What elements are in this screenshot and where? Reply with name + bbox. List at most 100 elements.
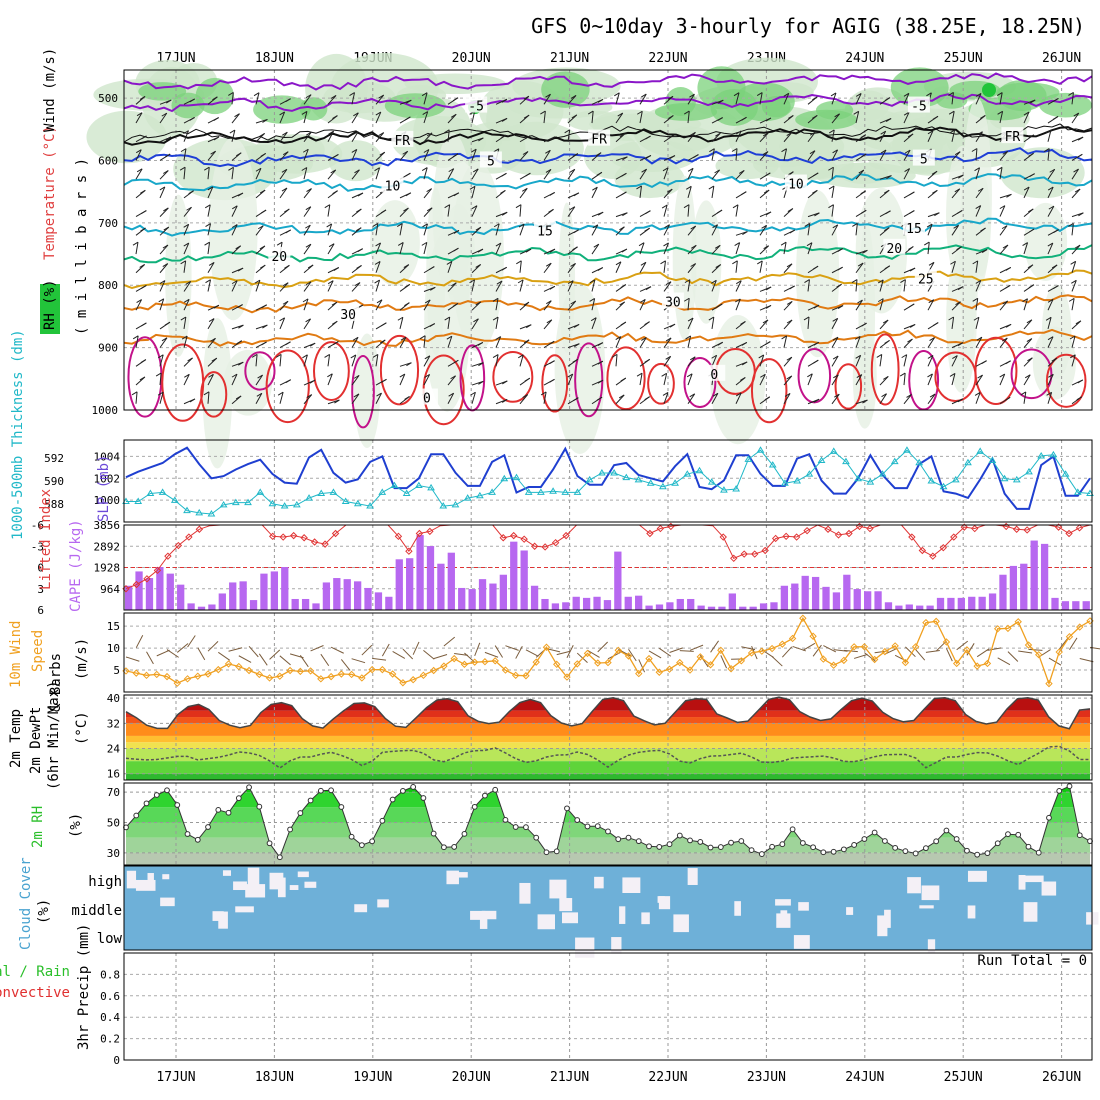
wind-barb-flag: [327, 280, 334, 285]
contour-label: FR: [591, 133, 607, 148]
rh-point: [748, 847, 755, 854]
cape-bar: [988, 593, 997, 610]
lifted-index-point: [300, 534, 308, 542]
wind-barb-flag: [860, 153, 867, 158]
wind-speed-point: [922, 618, 930, 627]
wind-barb-flag: [569, 168, 576, 173]
precip-ylabel: 3hr Precip (mm): [76, 924, 92, 1050]
wind-barb-flag: [234, 113, 240, 118]
wind-barb: [207, 318, 215, 330]
wind-barb-flag: [597, 267, 604, 271]
wind-barb: [447, 261, 453, 273]
wind-barb: [783, 132, 793, 143]
wind-barb-flag: [856, 374, 863, 378]
wind-barb-flag: [760, 373, 766, 378]
wind-barb: [711, 316, 715, 329]
cape-bar: [478, 579, 487, 610]
wind-barb-flag: [452, 153, 459, 158]
wind-barb: [279, 111, 286, 124]
wind-barb-flag: [429, 266, 435, 271]
wind-barb-flag: [165, 99, 172, 104]
wind-barb: [228, 647, 243, 652]
wind-barb-flag: [213, 117, 219, 122]
wind-barb: [146, 651, 154, 665]
thickness-point: [915, 458, 924, 466]
wind-speed-point: [706, 661, 715, 669]
thickness-point: [646, 479, 655, 486]
temp2m-label: 2m Temp: [8, 709, 24, 768]
wind-barb-flag: [204, 241, 210, 246]
wind-barb-flag: [406, 362, 412, 367]
wind-barb-flag: [406, 99, 412, 104]
rh-point: [399, 787, 406, 794]
wind-barb: [515, 646, 523, 659]
rh-point: [871, 829, 878, 836]
wind-barb-flag: [1048, 205, 1055, 210]
wind-barb-flag: [475, 301, 481, 306]
wind-barb-flag: [282, 131, 288, 136]
wind-speed-point: [809, 632, 817, 640]
cape-bar: [582, 597, 591, 610]
cloud-units-label: (%): [36, 899, 52, 924]
thickness-point: [366, 502, 374, 509]
lifted-index-point: [143, 575, 151, 583]
rh-point: [830, 848, 837, 855]
wind-barb-flag: [260, 152, 266, 157]
thickness-point: [756, 446, 765, 453]
rh-tick: 50: [107, 816, 120, 829]
wind-barb-flag: [976, 336, 983, 341]
wind-barb-flag: [352, 336, 359, 341]
wind-barb-flag: [549, 248, 556, 253]
thickness-point: [951, 475, 960, 483]
wind-barb-flag: [975, 205, 981, 209]
cloud-low-label: low: [97, 931, 123, 947]
date-label: 21JUN: [550, 1070, 589, 1085]
wind-barb-flag: [662, 167, 669, 172]
wind-barb-flag: [327, 373, 333, 378]
wind-barb: [783, 242, 787, 255]
wind-barb: [951, 92, 954, 105]
wind-barb-flag: [741, 341, 748, 346]
cloud-patch: [289, 885, 299, 890]
wind-barb: [447, 204, 451, 217]
cape-bar: [301, 598, 310, 610]
wind-barb-flag: [644, 396, 650, 401]
wind-barb-flag: [741, 361, 748, 366]
wind-barb-flag: [907, 133, 914, 138]
wind-barb: [1047, 148, 1050, 161]
cape-bar: [437, 563, 445, 610]
wind-speed-point: [778, 640, 787, 648]
wind-barb-flag: [470, 148, 477, 153]
wind-barb-flag: [564, 129, 570, 134]
wind-barb-flag: [1077, 153, 1083, 158]
wind-barb: [807, 279, 810, 292]
wind-barb: [231, 280, 238, 292]
wind-barb: [927, 242, 930, 255]
wind-barb-flag: [210, 150, 216, 155]
wind-barb: [1071, 244, 1081, 255]
wind-barb-flag: [877, 298, 884, 303]
wind-barb-flag: [353, 112, 359, 117]
wind-barb: [279, 317, 286, 330]
wind-barb-flag: [712, 392, 719, 397]
wind-barb: [687, 111, 690, 124]
wind-barb: [615, 336, 622, 348]
wind-barb-flag: [331, 320, 338, 325]
wind-barb-flag: [735, 298, 741, 303]
wind-barb-flag: [929, 393, 936, 398]
wind-barb: [351, 337, 359, 348]
pressure-tick: 500: [98, 92, 118, 105]
wind-barb: [591, 298, 596, 311]
wind-barb-flag: [400, 336, 407, 341]
contour-label: FR: [1005, 130, 1021, 145]
rh-point: [758, 851, 765, 857]
cape-bar: [530, 585, 539, 610]
wind-barb: [207, 223, 212, 236]
contour-label-bg: [784, 174, 807, 191]
rh-shade-blob: [328, 140, 383, 182]
thickness-point: [976, 447, 985, 454]
wind-barb: [927, 393, 936, 405]
wind-barb: [1023, 111, 1030, 124]
wind-barb-flag: [860, 190, 866, 195]
